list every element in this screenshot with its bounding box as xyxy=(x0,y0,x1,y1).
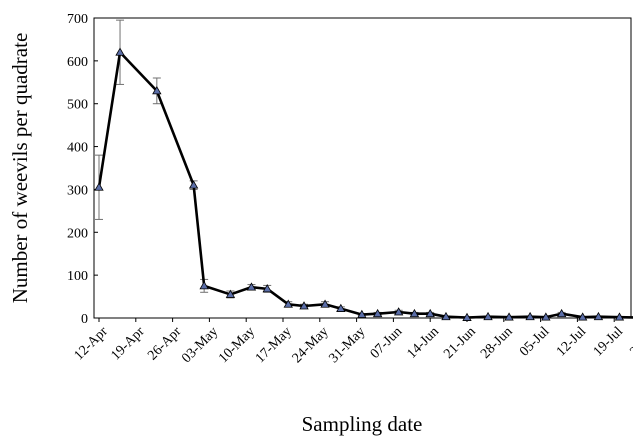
y-tick-label: 400 xyxy=(67,141,88,156)
data-point xyxy=(577,312,588,321)
data-point xyxy=(225,289,236,298)
y-tick-label: 700 xyxy=(67,12,88,27)
data-point xyxy=(152,86,162,95)
y-tick-label: 200 xyxy=(67,226,88,241)
x-tick-label: 26-Apr xyxy=(145,324,184,363)
x-tick-label: 10-May xyxy=(216,324,258,366)
x-axis-title: Sampling date xyxy=(302,412,423,436)
x-tick-label: 07-Jun xyxy=(368,324,406,362)
y-tick-label: 500 xyxy=(67,98,88,113)
data-point xyxy=(556,308,567,318)
data-point xyxy=(425,308,435,318)
x-tick-label: 19-Jul xyxy=(591,324,626,359)
data-point xyxy=(462,312,472,321)
data-point xyxy=(614,312,625,321)
data-point xyxy=(409,308,420,318)
data-point xyxy=(504,312,514,321)
data-point xyxy=(246,282,257,291)
x-tick-label: 28-Jun xyxy=(478,324,516,362)
data-point xyxy=(393,307,404,316)
series-layer xyxy=(94,19,633,321)
data-point xyxy=(525,311,535,321)
x-tick-label: 31-May xyxy=(326,324,368,366)
x-tick-label: 21-Jun xyxy=(441,324,479,362)
data-point xyxy=(336,303,346,312)
x-axis: 12-Apr19-Apr26-Apr03-May10-May17-May24-M… xyxy=(72,318,633,366)
data-point xyxy=(188,180,199,189)
x-tick-label: 26-Jul xyxy=(627,324,633,359)
data-point xyxy=(320,299,330,308)
y-tick-label: 300 xyxy=(67,183,88,198)
x-tick-label: 19-Apr xyxy=(108,324,147,363)
x-tick-label: 24-May xyxy=(290,324,332,366)
data-point xyxy=(262,284,272,293)
x-tick-label: 12-Jul xyxy=(554,324,589,359)
data-point xyxy=(199,281,209,290)
y-tick-label: 0 xyxy=(81,312,88,327)
x-tick-label: 17-May xyxy=(253,324,295,366)
y-tick-label: 600 xyxy=(67,55,88,70)
data-point xyxy=(541,312,551,321)
data-point xyxy=(357,309,367,318)
y-axis-title: Number of weevils per quadrate xyxy=(8,33,32,304)
y-axis: 0 100 200 300 400 500 600 700 xyxy=(67,12,98,327)
data-point xyxy=(299,301,309,310)
data-point xyxy=(593,311,604,321)
data-point xyxy=(441,311,451,321)
x-tick-label: 12-Apr xyxy=(72,324,111,363)
plot-area-frame xyxy=(93,17,632,319)
data-point xyxy=(115,47,125,56)
x-tick-label: 03-May xyxy=(179,324,221,366)
x-tick-label: 05-Jul xyxy=(517,324,552,359)
data-point xyxy=(94,182,104,191)
y-tick-label: 100 xyxy=(67,269,88,284)
data-point xyxy=(372,308,383,318)
data-point xyxy=(283,299,293,308)
x-tick-label: 14-Jun xyxy=(404,324,442,362)
data-point xyxy=(483,311,493,321)
series-line xyxy=(97,50,633,319)
